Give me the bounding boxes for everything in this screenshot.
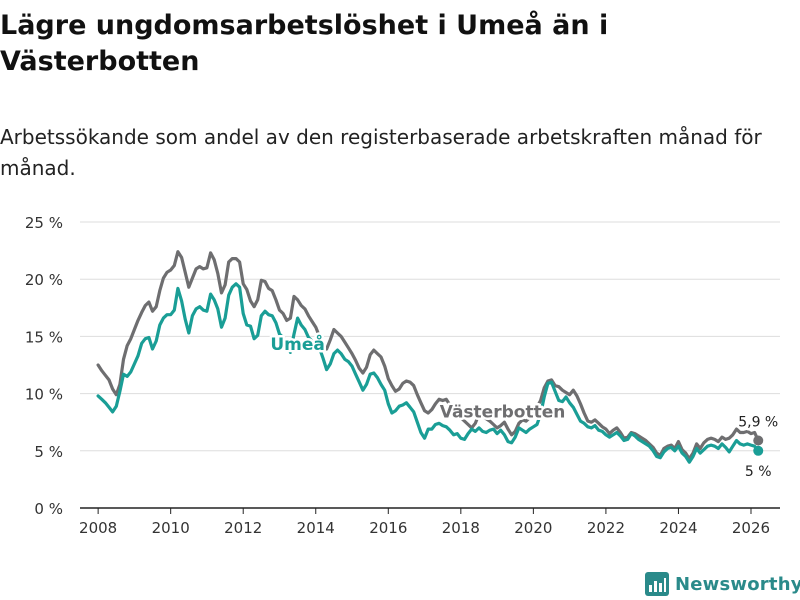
x-tick-label: 2018 <box>442 519 480 537</box>
vasterbotten-series-label: Västerbotten <box>440 403 566 423</box>
series-lines <box>96 250 764 464</box>
y-tick-label: 0 % <box>34 500 63 518</box>
x-tick-label: 2020 <box>514 519 552 537</box>
x-tick-label: 2022 <box>587 519 625 537</box>
x-tick-label: 2016 <box>369 519 407 537</box>
y-tick-label: 10 % <box>25 386 63 404</box>
y-tick-label: 20 % <box>25 271 63 289</box>
chart-subtitle: Arbetssökande som andel av den registerb… <box>0 125 762 180</box>
vasterbotten-end-label: 5,9 % <box>738 415 778 431</box>
umea-end-marker <box>753 445 764 456</box>
x-tick-label: 2012 <box>224 519 262 537</box>
vasterbotten-end-marker <box>753 435 764 446</box>
x-tick-label: 2010 <box>152 519 190 537</box>
umea-end-label: 5 % <box>745 464 772 480</box>
x-tick-label: 2024 <box>659 519 697 537</box>
umea-series-label: Umeå <box>270 333 325 355</box>
chart-title: Lägre ungdomsarbetslöshet i Umeå än i Vä… <box>0 10 609 77</box>
brand-name: Newsworthy <box>675 573 800 595</box>
x-tick-label: 2014 <box>297 519 335 537</box>
x-tick-label: 2008 <box>79 519 117 537</box>
x-axis-ticks: 2008 2010 2012 2014 2016 2018 2020 2022 2024 2026 <box>79 508 770 537</box>
newsworthy-logo[interactable]: Newsworthy <box>645 570 800 598</box>
y-tick-label: 5 % <box>34 443 63 461</box>
vasterbotten-line <box>96 250 760 461</box>
bar-chart-logo-icon <box>645 572 669 596</box>
series-labels: Umeå Västerbotten 5,9 % 5 % <box>268 331 781 483</box>
y-axis-ticks: 0 % 5 % 10 % 15 % 20 % 25 % <box>25 214 63 518</box>
y-tick-label: 25 % <box>25 214 63 232</box>
x-tick-label: 2026 <box>732 519 770 537</box>
umea-line <box>96 282 760 464</box>
y-tick-label: 15 % <box>25 328 63 346</box>
